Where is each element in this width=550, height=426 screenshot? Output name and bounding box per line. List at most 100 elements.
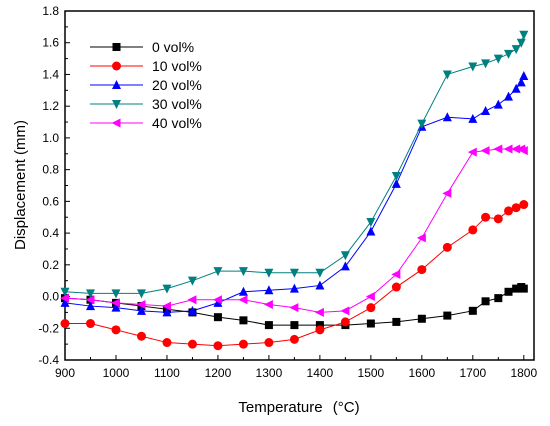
data-point [504,287,513,296]
data-point [467,147,477,157]
y-tick-label: 0.8 [42,163,59,177]
data-point [493,144,503,154]
series-layer [60,30,529,351]
data-point [494,294,503,303]
data-point [443,311,452,320]
data-point [136,289,146,299]
data-point [238,286,248,296]
data-point [340,261,350,271]
data-point [442,112,452,122]
data-point [136,305,146,315]
data-point [111,302,121,312]
data-point [315,268,325,278]
legend-entry-1: 10 vol% [90,58,202,74]
data-point [518,146,528,156]
x-axis-title-unit: (°C) [333,399,360,416]
data-point [315,325,325,335]
data-point [212,295,222,305]
legend-label: 30 vol% [152,96,202,112]
data-point [289,268,299,278]
x-tick-label: 1700 [459,366,486,380]
data-point [263,299,273,309]
data-point [136,299,146,309]
data-point [493,54,503,64]
legend-marker [112,43,121,51]
y-tick-label: 0.0 [42,290,59,304]
data-point [481,212,491,222]
data-point [493,99,503,109]
x-tick-label: 1600 [408,366,435,380]
y-tick-label: 0.6 [42,194,59,208]
y-tick-label: 1.8 [42,4,59,18]
data-point [213,313,222,322]
data-point [481,59,491,69]
x-axis-title-text: Temperature [238,399,322,416]
data-point [187,339,197,349]
y-axis: -0.4 -0.2 0.0 0.2 0.4 0.6 0.8 1.0 1.2 1.4 1.6 1.8 [38,4,70,367]
x-tick-label: 900 [55,366,75,380]
legend-marker [112,80,121,89]
data-point [503,144,513,154]
legend-entry-2: 20 vol% [90,77,202,93]
data-point [391,171,401,181]
data-point [468,306,477,315]
data-point [519,71,529,81]
data-point [315,321,324,330]
series-2 [60,71,529,317]
x-tick-label: 1300 [256,366,283,380]
x-axis: 900 1000 1100 1200 1300 1400 1500 1600 1700 1800 [55,355,537,380]
legend: 0 vol% 10 vol% 20 vol% 30 vol% 40 vol% [90,39,202,131]
data-point [111,289,121,299]
data-point [213,341,223,351]
y-tick-label: 1.4 [42,67,59,81]
data-point [511,144,521,154]
data-point [468,225,478,235]
data-point [110,298,120,308]
data-point [366,217,376,227]
data-point [264,338,274,348]
data-point [442,188,452,198]
y-tick-label: 0.4 [42,226,59,240]
data-point [111,325,121,335]
y-tick-label: 1.6 [42,36,59,50]
data-point [161,301,171,311]
data-point [187,295,197,305]
data-point [213,267,223,277]
legend-label: 10 vol% [152,58,202,74]
data-point [480,146,490,156]
data-point [162,338,172,348]
data-point [366,303,376,313]
y-tick-label: -0.2 [38,321,59,335]
data-point [264,285,274,295]
data-point [468,62,478,72]
series-4 [60,144,528,317]
data-point [516,77,526,87]
y-axis-title: Displacement (mm) [12,120,29,250]
series-1 [60,200,529,351]
data-point [187,276,197,286]
data-point [417,314,426,323]
data-point [442,242,452,252]
data-point [516,38,526,48]
data-point [519,284,528,293]
data-point [366,319,375,328]
legend-marker [112,61,121,71]
data-point [187,305,197,315]
data-point [519,30,529,40]
data-point [60,293,69,303]
data-point [264,321,273,330]
x-tick-label: 1400 [307,366,334,380]
x-tick-label: 1800 [510,366,537,380]
data-point [519,200,529,210]
x-axis-title: Temperature (°C) [238,399,359,416]
data-point [504,206,514,216]
y-tick-label: 1.2 [42,99,59,113]
data-point [60,319,70,329]
legend-label: 0 vol% [152,39,194,55]
data-point [290,321,299,330]
data-point [340,317,350,327]
data-point [162,307,172,317]
data-point [392,317,401,326]
data-point [289,303,299,313]
data-point [391,282,401,292]
